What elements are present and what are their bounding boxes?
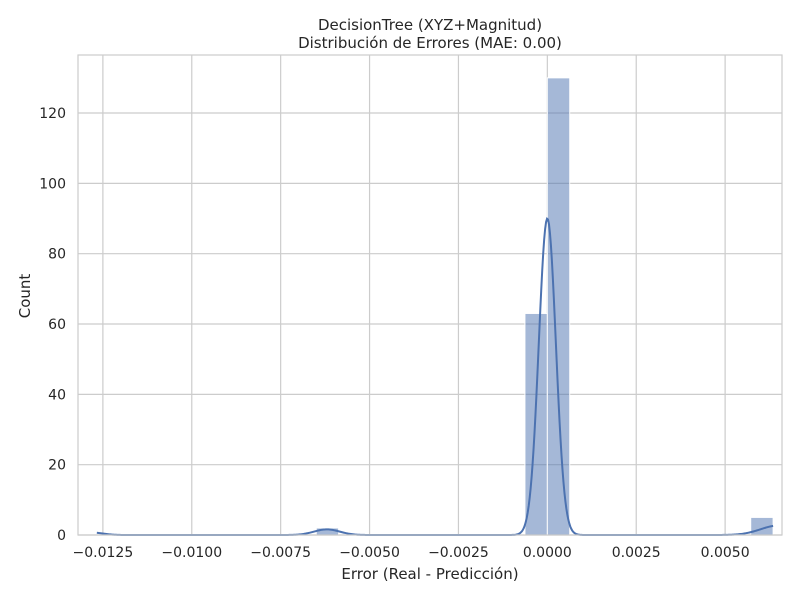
x-tick-label: −0.0075 [250, 545, 311, 561]
x-tick-label: −0.0100 [161, 545, 222, 561]
x-tick-label: −0.0050 [339, 545, 400, 561]
chart-title-line2: Distribución de Errores (MAE: 0.00) [298, 34, 562, 52]
chart-title-line1: DecisionTree (XYZ+Magnitud) [318, 16, 542, 34]
plot-frame [77, 54, 783, 536]
y-tick-label: 20 [48, 458, 66, 474]
y-tick-label: 60 [48, 317, 66, 333]
y-tick-labels: 0 20 40 60 80 100 120 [39, 106, 66, 544]
x-tick-label: 0.0050 [701, 545, 750, 561]
x-axis-title: Error (Real - Predicción) [341, 565, 518, 583]
x-tick-labels: −0.0125 −0.0100 −0.0075 −0.0050 −0.0025 0.000… [73, 545, 750, 561]
y-tick-label: 40 [48, 387, 66, 403]
x-tick-label: 0.0025 [612, 545, 661, 561]
y-tick-label: 80 [48, 247, 66, 263]
y-tick-label: 120 [39, 106, 66, 122]
histogram-bar [546, 77, 571, 536]
x-tick-label: 0.0000 [523, 545, 572, 561]
y-axis-title: Count [16, 274, 34, 319]
x-tick-label: −0.0125 [73, 545, 134, 561]
x-tick-label: −0.0025 [428, 545, 489, 561]
histogram-bars [315, 77, 774, 536]
y-tick-label: 0 [57, 528, 66, 544]
y-tick-label: 100 [39, 176, 66, 192]
